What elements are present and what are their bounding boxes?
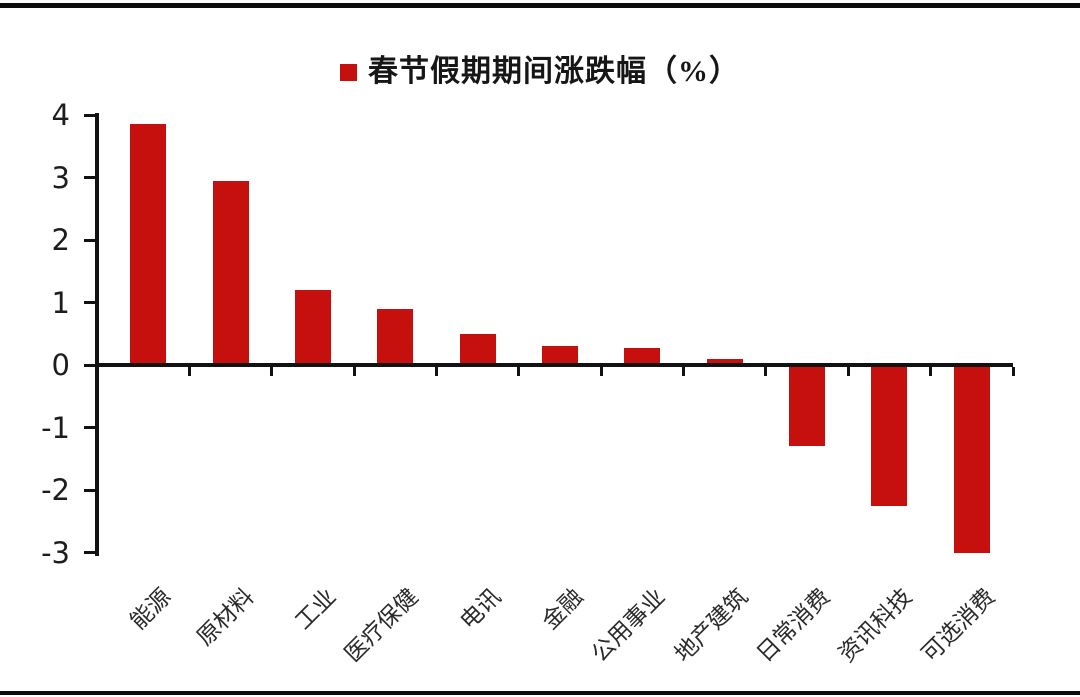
x-tick xyxy=(1011,367,1015,376)
x-tick xyxy=(599,367,603,376)
bar-10 xyxy=(871,365,908,506)
x-axis-label-6: 金融 xyxy=(537,584,588,635)
y-tick xyxy=(84,238,98,242)
y-axis-line xyxy=(95,113,99,556)
x-axis-label-7: 公用事业 xyxy=(587,584,671,667)
y-tick xyxy=(84,176,98,179)
bar-8 xyxy=(706,358,743,365)
x-tick xyxy=(187,367,191,376)
x-axis-label-3: 工业 xyxy=(290,584,341,635)
x-tick xyxy=(846,367,850,376)
legend-square-icon xyxy=(340,64,357,81)
y-tick xyxy=(84,488,98,492)
y-tick xyxy=(84,301,98,304)
x-tick xyxy=(929,367,933,376)
x-axis-label-9: 日常消费 xyxy=(752,584,835,667)
y-tick xyxy=(84,363,98,367)
x-tick xyxy=(434,367,438,376)
y-tick-label: 2 xyxy=(51,223,70,257)
x-axis-label-10: 资讯科技 xyxy=(834,584,918,667)
y-tick-label: -3 xyxy=(41,535,70,570)
x-axis-label-2: 原材料 xyxy=(191,584,259,651)
x-axis-label-8: 地产建筑 xyxy=(669,584,753,667)
x-axis-baseline xyxy=(95,363,1013,367)
bar-6 xyxy=(542,346,578,365)
y-tick-label: 0 xyxy=(51,348,70,382)
y-tick xyxy=(84,426,98,429)
bar-2 xyxy=(212,180,249,365)
y-tick-label: 1 xyxy=(51,285,70,320)
top-border-line xyxy=(0,3,1080,8)
x-tick xyxy=(682,367,686,376)
legend-label: 春节假期期间涨跌幅（%） xyxy=(368,55,740,88)
x-axis-label-1: 能源 xyxy=(125,584,176,635)
bottom-border-line xyxy=(0,691,1080,695)
bar-4 xyxy=(377,308,414,365)
bar-11 xyxy=(953,365,990,553)
y-tick-label: 3 xyxy=(51,160,70,195)
bar-9 xyxy=(789,365,826,447)
y-tick xyxy=(84,551,98,554)
x-tick xyxy=(270,367,274,376)
bar-5 xyxy=(459,333,496,365)
x-tick xyxy=(352,367,356,376)
y-tick-label: -2 xyxy=(41,473,70,507)
bar-3 xyxy=(294,290,331,365)
x-tick xyxy=(764,367,768,376)
x-tick xyxy=(517,367,521,376)
y-tick-label: -1 xyxy=(41,410,70,445)
bar-1 xyxy=(130,124,167,365)
bar-7 xyxy=(624,347,661,365)
y-tick-label: 4 xyxy=(51,98,70,132)
y-tick xyxy=(84,113,98,117)
x-axis-label-11: 可选消费 xyxy=(916,584,1000,667)
x-axis-label-4: 医疗保健 xyxy=(340,584,423,667)
legend: 春节假期期间涨跌幅（%） xyxy=(0,54,1080,90)
x-axis-label-5: 电讯 xyxy=(455,584,506,635)
